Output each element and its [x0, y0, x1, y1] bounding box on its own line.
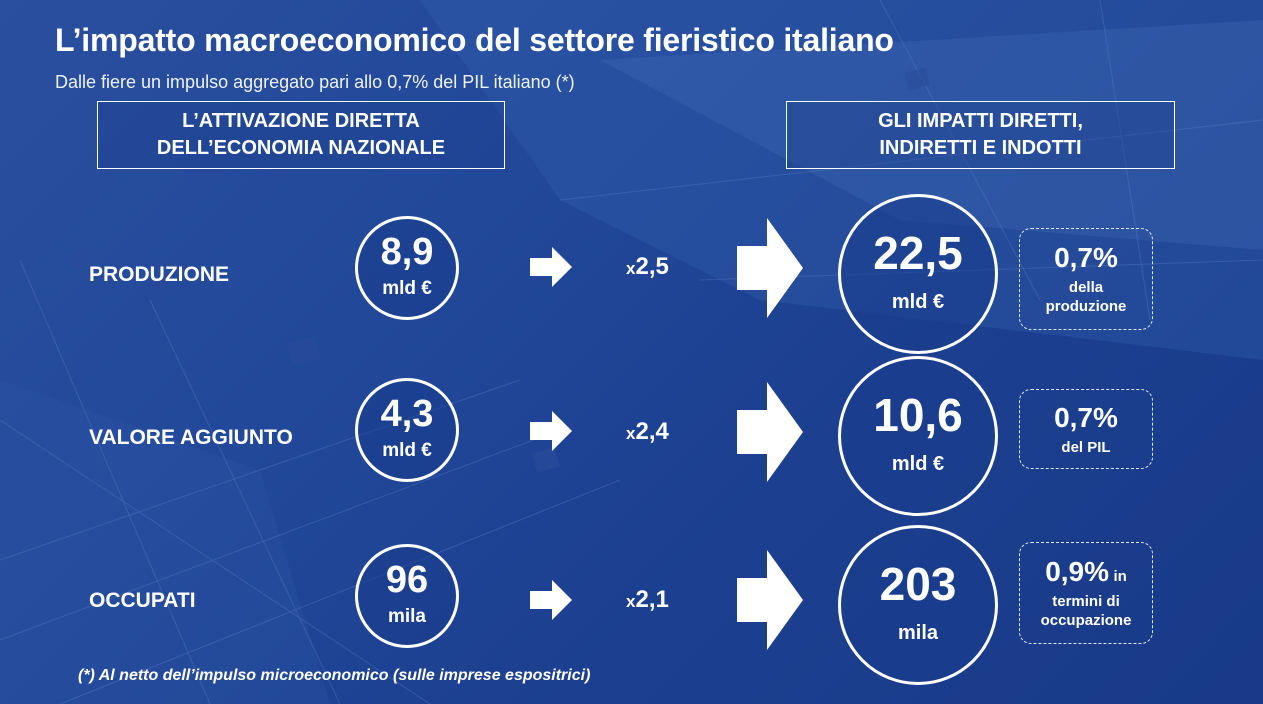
share-suffix: in	[1113, 568, 1127, 585]
row-label-produzione: PRODUZIONE	[89, 263, 230, 286]
total-unit: mld €	[891, 452, 945, 475]
small-arrow-right-icon	[530, 411, 572, 451]
multiplier-value: 2,4	[635, 418, 669, 445]
multiplier-value: 2,5	[635, 253, 669, 280]
multiplier-prefix: x	[626, 424, 636, 443]
header-total-line2: INDIRETTI E INDOTTI	[879, 137, 1082, 159]
header-direct-line1: L’ATTIVAZIONE DIRETTA	[182, 110, 420, 132]
direct-value-circle-occupati: 96 mila	[355, 544, 459, 648]
multiplier-value: 2,1	[635, 586, 669, 613]
total-unit: mld €	[891, 290, 945, 313]
share-box-occupati: 0,9% in termini di occupazione	[1019, 542, 1153, 644]
share-desc-line1: del PIL	[1061, 438, 1111, 456]
total-value-circle-produzione: 22,5 mld €	[838, 194, 998, 354]
share-desc-line1: della	[1068, 279, 1104, 296]
header-total-impacts: GLI IMPATTI DIRETTI, INDIRETTI E INDOTTI	[786, 101, 1175, 169]
direct-value-circle-valore-aggiunto: 4,3 mld €	[355, 378, 459, 482]
multiplier-prefix: x	[626, 259, 636, 278]
page-subtitle: Dalle fiere un impulso aggregato pari al…	[55, 72, 575, 92]
share-pct: 0,7%	[1054, 242, 1118, 273]
total-value-circle-valore-aggiunto: 10,6 mld €	[838, 356, 998, 516]
share-desc-line1: termini di	[1052, 593, 1120, 610]
header-direct-activation: L’ATTIVAZIONE DIRETTA DELL’ECONOMIA NAZI…	[97, 101, 505, 169]
share-pct: 0,7%	[1054, 401, 1118, 433]
share-box-valore-aggiunto: 0,7% del PIL	[1019, 389, 1153, 469]
small-arrow-right-icon	[530, 580, 572, 620]
direct-value: 4,3	[380, 393, 434, 435]
big-arrow-right-icon	[737, 382, 803, 482]
multiplier-occupati: x2,1	[626, 586, 669, 614]
direct-unit: mld €	[382, 278, 432, 299]
total-value: 22,5	[873, 226, 963, 279]
share-pct: 0,9%	[1045, 556, 1110, 587]
total-value-circle-occupati: 203 mila	[838, 525, 998, 685]
share-desc-line2: produzione	[1045, 298, 1127, 315]
direct-value: 8,9	[380, 231, 434, 273]
row-label-valore-aggiunto: VALORE AGGIUNTO	[89, 426, 293, 449]
direct-value-circle-produzione: 8,9 mld €	[355, 216, 459, 320]
total-value: 203	[879, 557, 957, 610]
big-arrow-right-icon	[737, 218, 803, 318]
share-desc-line2: occupazione	[1040, 612, 1132, 629]
direct-unit: mila	[387, 606, 427, 627]
small-arrow-right-icon	[530, 247, 572, 287]
page-title: L’impatto macroeconomico del settore fie…	[55, 22, 894, 58]
direct-unit: mld €	[382, 440, 432, 461]
row-label-occupati: OCCUPATI	[89, 589, 196, 612]
share-box-produzione: 0,7% della produzione	[1019, 228, 1153, 330]
total-unit: mila	[897, 621, 939, 644]
multiplier-prefix: x	[626, 592, 636, 611]
header-total-line1: GLI IMPATTI DIRETTI,	[878, 110, 1083, 132]
header-direct-line2: DELL’ECONOMIA NAZIONALE	[156, 137, 446, 159]
total-value: 10,6	[873, 388, 963, 441]
multiplier-valore-aggiunto: x2,4	[626, 418, 669, 446]
multiplier-produzione: x2,5	[626, 253, 669, 281]
footnote: (*) Al netto dell’impulso microeconomico…	[78, 667, 591, 684]
direct-value: 96	[385, 559, 429, 601]
big-arrow-right-icon	[737, 550, 803, 650]
